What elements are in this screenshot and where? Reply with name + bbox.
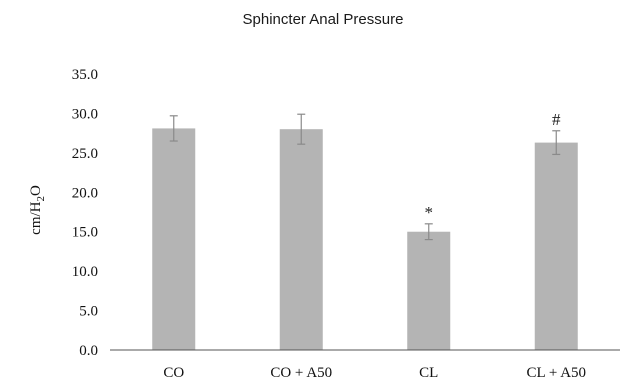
y-tick-label: 35.0 — [72, 67, 98, 83]
error-bar — [169, 115, 178, 142]
category-label: CL + A50 — [526, 365, 586, 381]
y-axis-label: cm/H2O — [28, 185, 47, 235]
significance-mark: * — [425, 203, 434, 222]
y-tick-label: 5.0 — [79, 304, 98, 320]
y-axis-label-main: cm/H — [28, 201, 44, 234]
category-label: CO + A50 — [270, 365, 332, 381]
error-bar — [297, 113, 306, 145]
annotations-group: *# — [425, 110, 562, 222]
y-tick-label: 15.0 — [72, 225, 98, 241]
significance-mark: # — [552, 110, 561, 129]
x-axis-categories: CO CO + A50 CL CL + A50 — [163, 365, 586, 381]
y-axis-label-sub: 2 — [35, 196, 47, 202]
bar — [407, 231, 451, 350]
category-label: CL — [419, 365, 438, 381]
bar — [279, 129, 323, 350]
y-tick-label: 20.0 — [72, 185, 98, 201]
chart-title: Sphincter Anal Pressure — [243, 11, 404, 28]
y-tick-label: 10.0 — [72, 264, 98, 280]
y-tick-label: 0.0 — [79, 343, 98, 359]
bar — [152, 128, 196, 350]
error-bars-group — [169, 113, 561, 241]
error-bar — [552, 130, 561, 156]
category-label: CO — [163, 365, 184, 381]
bar — [534, 142, 578, 350]
y-axis-ticks: 0.0 5.0 10.0 15.0 20.0 25.0 30.0 35.0 — [72, 67, 98, 359]
y-tick-label: 25.0 — [72, 146, 98, 162]
error-bar — [424, 223, 433, 241]
y-axis-label-tail: O — [28, 185, 44, 196]
bars-group — [152, 128, 578, 350]
y-tick-label: 30.0 — [72, 106, 98, 122]
